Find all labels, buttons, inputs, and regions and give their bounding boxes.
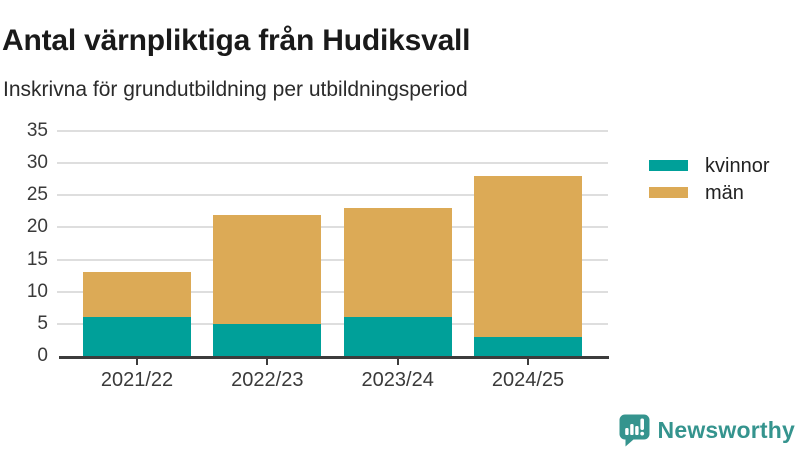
legend-label: män [705,181,744,204]
bar-2021-22-kvinnor [83,317,191,356]
gridline-y20 [57,226,608,229]
x-axis-tick [136,359,138,365]
gridline-y30 [57,162,608,165]
y-axis-tick-label: 5 [37,312,48,334]
bar-2024-25-män [474,176,582,337]
x-axis-tick-label: 2021/22 [100,369,174,391]
y-axis-tick-label: 25 [26,184,48,206]
bar-2023-24-män [343,208,452,318]
gridline-y5 [57,322,608,325]
y-axis-tick-label: 0 [37,345,48,366]
legend: kvinnor män [649,152,769,206]
gridline-y10 [57,290,608,293]
bar-2024-25-kvinnor [474,336,582,356]
gridline-y25 [57,194,608,197]
y-axis-tick-label: 35 [26,120,48,141]
x-axis-line [59,356,609,359]
newsworthy-bubble-icon [619,414,650,447]
x-axis-tick [527,359,529,365]
x-axis-tick [266,359,269,365]
chart-subtitle: Inskrivna för grundutbildning per utbild… [3,78,468,101]
y-axis-tick-label: 10 [26,280,48,302]
y-axis-tick-label: 30 [26,152,48,174]
chart-title: Antal värnpliktiga från Hudiksvall [2,24,471,58]
gridline-y15 [57,258,608,261]
newsworthy-wordmark: Newsworthy [657,417,795,443]
x-axis-tick-label: 2024/25 [491,369,565,391]
legend-item-män: män [649,179,769,206]
legend-swatch-kvinnor [649,160,688,171]
legend-swatch-män [649,187,688,198]
bar-2023-24-kvinnor [343,317,452,356]
bar-2022-23-män [213,214,322,324]
newsworthy-logo: Newsworthy [619,414,795,447]
gridline-y35 [57,130,608,132]
x-axis-tick [396,359,399,365]
plot-area: 0 5 10 15 20 25 30 35 2021/22 2022/23 2023/24 2024/… [0,120,620,401]
y-axis-tick-label: 20 [26,216,48,238]
x-axis-tick-label: 2022/23 [231,369,304,391]
x-axis-tick-label: 2023/24 [361,369,434,391]
legend-label: kvinnor [705,154,770,177]
y-axis-tick-label: 15 [26,248,48,270]
bar-2022-23-kvinnor [213,323,322,356]
bar-2021-22-män [83,272,191,318]
legend-item-kvinnor: kvinnor [649,152,769,179]
